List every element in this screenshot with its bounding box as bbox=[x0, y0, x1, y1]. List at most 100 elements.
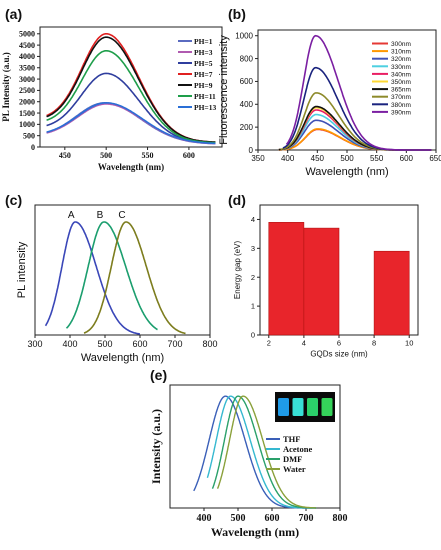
series-line bbox=[46, 36, 216, 143]
x-tick-label: 400 bbox=[197, 513, 212, 524]
x-tick-label: 650 bbox=[429, 154, 441, 163]
x-tick-label: 800 bbox=[202, 339, 217, 349]
y-tick-label: 4 bbox=[251, 215, 255, 224]
y-tick-label: 2500 bbox=[19, 86, 35, 95]
legend-label: PH=1 bbox=[194, 37, 213, 46]
legend-label: 330nm bbox=[391, 64, 411, 71]
y-tick-label: 4000 bbox=[19, 52, 35, 61]
series-line bbox=[46, 33, 216, 143]
series-line bbox=[216, 395, 317, 509]
series-line bbox=[83, 221, 186, 335]
y-tick-label: 2000 bbox=[19, 98, 35, 107]
bar bbox=[373, 250, 410, 336]
series-line bbox=[46, 72, 216, 144]
x-axis-label: Wavelength (nm) bbox=[211, 525, 299, 539]
y-tick-label: 600 bbox=[240, 77, 254, 86]
y-tick-label: 1000 bbox=[235, 32, 253, 41]
x-axis-label: GQDs size (nm) bbox=[310, 350, 368, 359]
y-tick-label: 800 bbox=[240, 54, 254, 63]
vial bbox=[307, 398, 318, 416]
legend-label: 310nm bbox=[391, 49, 411, 56]
legend-label: PH=9 bbox=[194, 81, 213, 90]
bar bbox=[268, 222, 305, 336]
x-tick-label: 6 bbox=[337, 339, 341, 348]
x-tick-label: 700 bbox=[167, 339, 182, 349]
y-tick-label: 200 bbox=[240, 123, 254, 132]
panel-tag: (c) bbox=[5, 192, 22, 208]
series-line bbox=[44, 221, 140, 335]
panel-4: (d) 2 4 6 8 10 0 1 2 3 4 GQDs size (nm) Energy gap (… bbox=[228, 192, 419, 359]
panel-tag: (b) bbox=[228, 6, 246, 22]
panel-tag: (a) bbox=[5, 6, 22, 22]
y-tick-label: 5000 bbox=[19, 30, 35, 39]
x-tick-label: 400 bbox=[281, 154, 295, 163]
legend-label: PH=13 bbox=[194, 103, 216, 112]
panel-3: (c) 300 400 500 600 700 800 Wavelength (nm) PL i… bbox=[5, 192, 218, 364]
x-tick-label: 600 bbox=[400, 154, 414, 163]
legend-label: DMF bbox=[283, 454, 302, 464]
y-axis-label: PL Intensity (a.u.) bbox=[1, 52, 11, 122]
x-tick-label: 550 bbox=[142, 151, 154, 160]
legend-label: 365nm bbox=[391, 87, 411, 94]
panel-tag: (e) bbox=[150, 367, 167, 383]
y-axis-label: Energy gap (eV) bbox=[233, 241, 242, 300]
plot-frame bbox=[39, 26, 223, 148]
bar bbox=[303, 227, 340, 336]
x-tick-label: 500 bbox=[231, 513, 246, 524]
plot-frame bbox=[169, 384, 341, 509]
y-tick-label: 0 bbox=[31, 143, 35, 152]
legend-label: Water bbox=[283, 464, 306, 474]
x-tick-label: 600 bbox=[265, 513, 280, 524]
legend-label: 390nm bbox=[391, 109, 411, 116]
y-tick-label: 1000 bbox=[19, 120, 35, 129]
y-tick-label: 3 bbox=[251, 244, 255, 253]
series-line bbox=[206, 395, 317, 509]
y-tick-label: 3000 bbox=[19, 75, 35, 84]
series-label: C bbox=[118, 210, 125, 221]
y-axis-label: PL intensity bbox=[16, 241, 28, 298]
y-tick-label: 2 bbox=[251, 273, 255, 282]
panel-tag: (d) bbox=[228, 192, 246, 208]
x-tick-label: 400 bbox=[62, 339, 77, 349]
vial bbox=[292, 398, 304, 416]
x-tick-label: 500 bbox=[97, 339, 112, 349]
x-tick-label: 800 bbox=[333, 513, 348, 524]
y-tick-label: 0 bbox=[251, 331, 255, 340]
series-line bbox=[46, 101, 216, 145]
x-tick-label: 550 bbox=[370, 154, 384, 163]
x-tick-label: 450 bbox=[311, 154, 325, 163]
series-line bbox=[211, 395, 317, 509]
panel-2: (b) 350 400 450 500 550 600 650 0 200 400 600 800 100… bbox=[218, 6, 441, 178]
series-label: A bbox=[68, 210, 75, 221]
y-tick-label: 4500 bbox=[19, 41, 35, 50]
x-axis-label: Wavelength (nm) bbox=[98, 162, 164, 172]
legend-label: THF bbox=[283, 434, 300, 444]
legend-label: 380nm bbox=[391, 102, 411, 109]
legend-label: 350nm bbox=[391, 79, 411, 86]
legend-label: 340nm bbox=[391, 71, 411, 78]
x-tick-label: 300 bbox=[27, 339, 42, 349]
legend-label: 320nm bbox=[391, 56, 411, 63]
x-tick-label: 500 bbox=[100, 151, 112, 160]
y-axis-label: Fluorescence intensity bbox=[218, 35, 230, 145]
vial bbox=[278, 398, 289, 416]
legend-label: PH=11 bbox=[194, 92, 216, 101]
x-tick-label: 350 bbox=[251, 154, 265, 163]
panel-1: (a) 450 500 550 600 0 500 1000 1500 2000 2500 3000 3… bbox=[1, 6, 223, 172]
series-line bbox=[46, 101, 216, 145]
legend-label: 370nm bbox=[391, 94, 411, 101]
series-line bbox=[65, 221, 158, 331]
x-axis-label: Wavelength (nm) bbox=[305, 166, 388, 178]
legend-label: PH=7 bbox=[194, 70, 213, 79]
legend-label: Acetone bbox=[283, 444, 312, 454]
y-tick-label: 0 bbox=[249, 146, 254, 155]
series-line bbox=[46, 50, 216, 144]
legend-label: 300nm bbox=[391, 41, 411, 48]
x-tick-label: 8 bbox=[372, 339, 376, 348]
x-tick-label: 2 bbox=[267, 339, 271, 348]
plot-frame bbox=[34, 204, 211, 336]
x-tick-label: 600 bbox=[132, 339, 147, 349]
x-tick-label: 600 bbox=[183, 151, 195, 160]
y-tick-label: 1 bbox=[251, 302, 255, 311]
